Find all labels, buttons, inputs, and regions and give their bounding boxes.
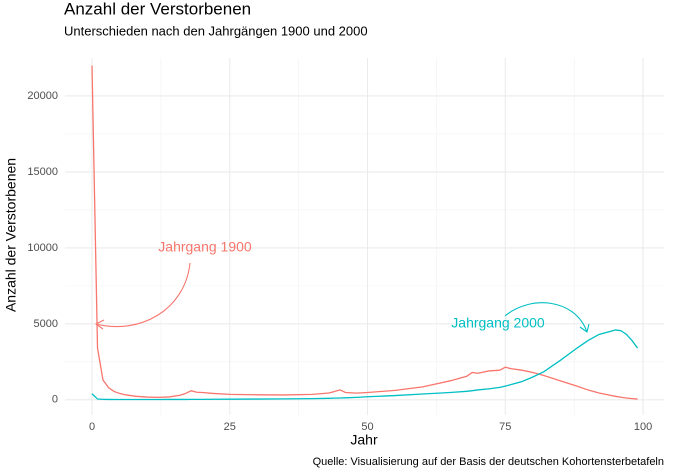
chart-subtitle: Unterschieden nach den Jahrgängen 1900 u… [64,23,368,38]
annotation: Jahrgang 1900 [158,239,252,255]
y-tick-label: 20000 [27,90,58,102]
x-tick-label: 75 [499,421,511,433]
arrow-head [94,319,105,330]
data-line [91,329,639,401]
x-tick-label: 50 [361,421,373,433]
annotation-arrow [95,262,191,328]
x-tick-label: 25 [224,421,236,433]
y-tick-label: 5000 [34,318,58,330]
y-axis-label: Anzahl der Verstorbenen [3,158,19,312]
x-axis-label: Jahr [350,432,378,448]
x-tick-label: 0 [89,421,95,433]
x-tick-label: 100 [634,421,652,433]
y-tick-label: 10000 [27,242,58,254]
data-line [91,65,638,400]
annotation: Jahrgang 2000 [451,315,545,331]
chart-title: Anzahl der Verstorbenen [64,0,251,18]
caption: Quelle: Visualisierung auf der Basis der… [313,456,664,468]
annotation-arrow [504,302,588,333]
y-tick-label: 0 [52,394,58,406]
arrow-head [579,323,590,333]
y-tick-label: 15000 [27,166,58,178]
